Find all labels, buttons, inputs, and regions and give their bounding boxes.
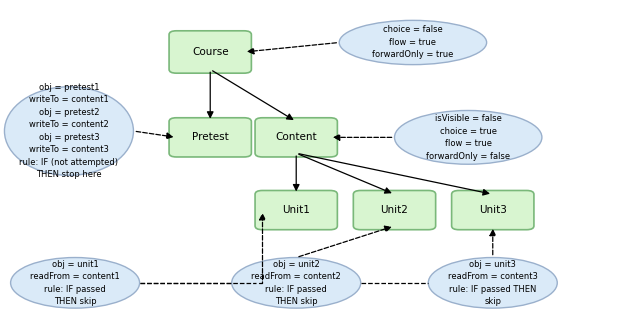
FancyBboxPatch shape	[354, 190, 436, 230]
FancyBboxPatch shape	[255, 118, 337, 157]
Text: Unit2: Unit2	[381, 205, 408, 215]
Ellipse shape	[4, 87, 133, 175]
Ellipse shape	[428, 257, 557, 308]
FancyBboxPatch shape	[169, 118, 251, 157]
Text: Pretest: Pretest	[192, 132, 229, 142]
FancyBboxPatch shape	[255, 190, 337, 230]
Ellipse shape	[10, 257, 139, 308]
Text: Unit1: Unit1	[283, 205, 310, 215]
Text: choice = false
flow = true
forwardOnly = true: choice = false flow = true forwardOnly =…	[372, 26, 453, 60]
FancyBboxPatch shape	[452, 190, 534, 230]
Text: obj = unit2
readFrom = content2
rule: IF passed
THEN skip: obj = unit2 readFrom = content2 rule: IF…	[251, 260, 341, 306]
Text: Unit3: Unit3	[479, 205, 507, 215]
Ellipse shape	[232, 257, 361, 308]
FancyBboxPatch shape	[169, 31, 251, 73]
Text: obj = pretest1
writeTo = content1
obj = pretest2
writeTo = content2
obj = pretes: obj = pretest1 writeTo = content1 obj = …	[20, 83, 118, 179]
Text: Course: Course	[192, 47, 228, 57]
Ellipse shape	[394, 110, 542, 164]
Text: obj = unit3
readFrom = content3
rule: IF passed THEN
skip: obj = unit3 readFrom = content3 rule: IF…	[448, 260, 537, 306]
Ellipse shape	[339, 20, 487, 65]
Text: isVisible = false
choice = true
flow = true
forwardOnly = false: isVisible = false choice = true flow = t…	[426, 114, 510, 160]
Text: obj = unit1
readFrom = content1
rule: IF passed
THEN skip: obj = unit1 readFrom = content1 rule: IF…	[30, 260, 120, 306]
Text: Content: Content	[275, 132, 317, 142]
